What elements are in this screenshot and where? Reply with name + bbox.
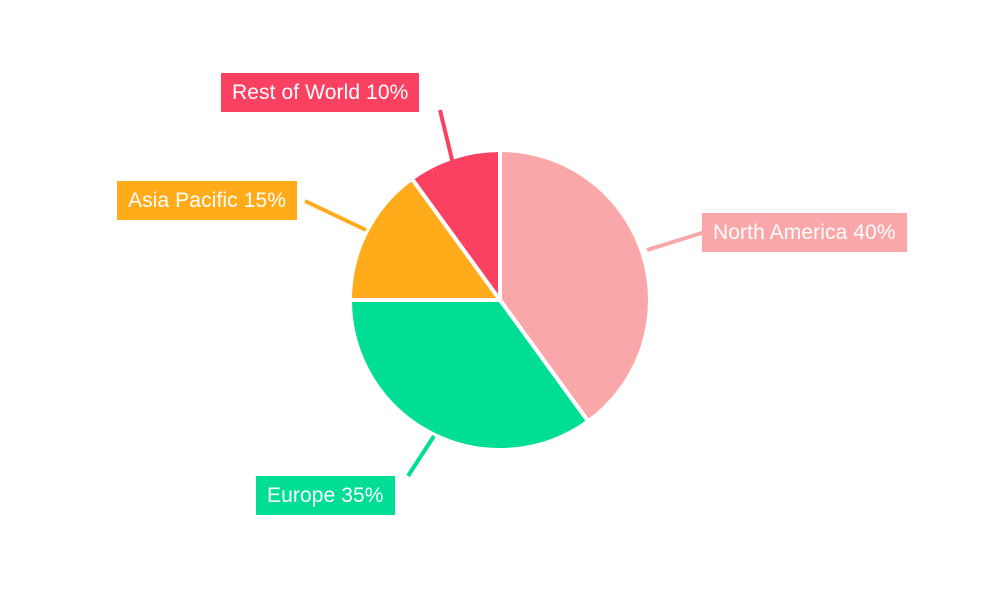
pie-label-asia-pacific[interactable]: Asia Pacific 15% — [117, 181, 298, 220]
leader-line-rest-of-world — [438, 109, 458, 177]
pie-label-europe[interactable]: Europe 35% — [256, 476, 395, 515]
leader-line-europe — [406, 434, 436, 478]
pie-label-text-rest-of-world: Rest of World 10% — [232, 81, 409, 104]
pie-slice-north-america[interactable] — [498, 147, 652, 425]
pie-slices — [347, 147, 652, 452]
pie-leader-lines — [304, 109, 706, 478]
pie-label-text-north-america: North America 40% — [713, 221, 896, 244]
leader-line-north-america — [646, 230, 706, 252]
pie-label-rest-of-world[interactable]: Rest of World 10% — [221, 73, 420, 112]
pie-slice-europe[interactable] — [347, 298, 591, 452]
leader-line-asia-pacific — [304, 199, 367, 232]
pie-label-north-america[interactable]: North America 40% — [702, 213, 907, 252]
pie-slice-rest-of-world[interactable] — [409, 147, 502, 307]
pie-label-text-europe: Europe 35% — [267, 484, 384, 507]
pie-slice-asia-pacific[interactable] — [347, 175, 504, 302]
pie-label-text-asia-pacific: Asia Pacific 15% — [128, 189, 287, 212]
